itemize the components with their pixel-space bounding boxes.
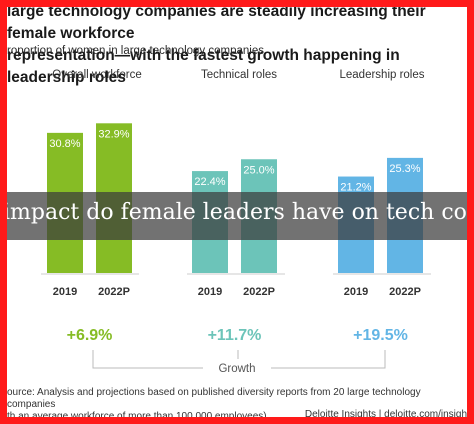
bar-value-label: 25.3% (389, 163, 420, 175)
chart-title: large technology companies are steadily … (7, 7, 426, 86)
x-tick-label: 2022P (243, 286, 275, 298)
x-tick-label: 2022P (389, 286, 421, 298)
credit-line: Deloitte Insights | deloitte.com/insigh (304, 409, 467, 417)
group-label-overall: Overall workforce (52, 69, 142, 81)
caption-overlay-bar (7, 192, 467, 240)
bar-value-label: 22.4% (194, 176, 225, 188)
group-label-technical: Technical roles (200, 69, 278, 81)
group-label-leadership: Leadership roles (339, 69, 425, 81)
bar-value-label: 21.2% (340, 182, 371, 194)
bar-value-label: 32.9% (98, 128, 129, 140)
growth-value-leadership: +19.5% (353, 327, 408, 344)
bar-value-label: 30.8% (49, 138, 80, 150)
source-note: ource: Analysis and projections based on… (7, 387, 421, 417)
x-tick-label: 2019 (53, 286, 77, 298)
growth-value-overall: +6.9% (67, 327, 113, 344)
x-tick-label: 2022P (98, 286, 130, 298)
x-tick-label: 2019 (198, 286, 222, 298)
growth-value-technical: +11.7% (208, 327, 262, 344)
growth-bracket-right (271, 350, 386, 369)
caption-overlay-text: impact do female leaders have on tech co… (7, 200, 467, 225)
bar-value-label: 25.0% (243, 164, 274, 176)
chart-subtitle: roportion of women in large technology c… (7, 45, 264, 57)
growth-bracket-left (92, 350, 203, 369)
growth-label: Growth (218, 363, 255, 375)
chart-card: large technology companies are steadily … (7, 7, 467, 417)
x-tick-label: 2019 (344, 286, 368, 298)
